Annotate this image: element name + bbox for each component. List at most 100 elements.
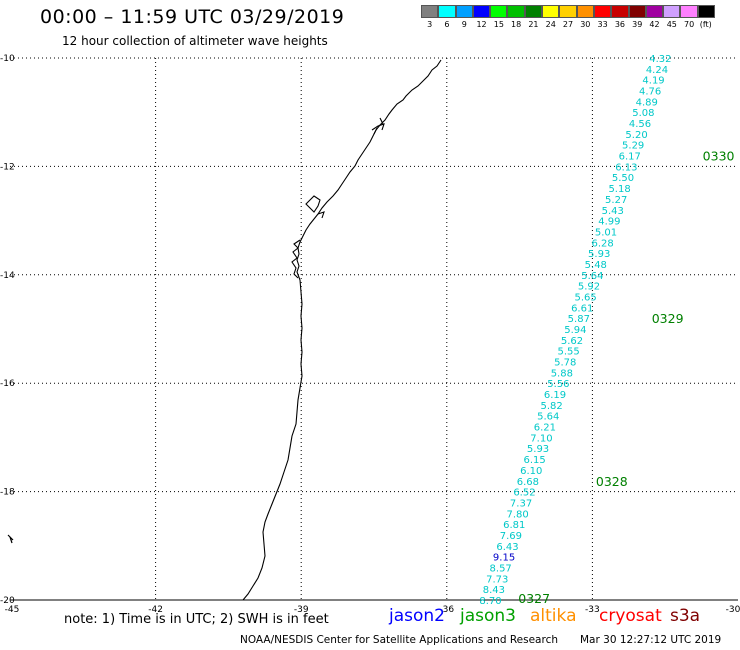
legend-swatch-2 bbox=[455, 5, 473, 18]
legend-swatch-10 bbox=[593, 5, 612, 18]
swh-value: 9.15 bbox=[493, 553, 515, 564]
legend-swatch-11 bbox=[611, 5, 629, 18]
pass-date-label: 0328 bbox=[596, 474, 628, 489]
swh-value: 7.73 bbox=[486, 574, 508, 585]
swh-value: 5.87 bbox=[568, 314, 590, 325]
swh-value: 4.32 bbox=[649, 54, 671, 65]
swh-value: 5.56 bbox=[547, 379, 569, 390]
swh-value: 5.62 bbox=[561, 336, 583, 347]
legend-label-7: 24 bbox=[545, 20, 556, 29]
swh-value: 5.64 bbox=[581, 271, 603, 282]
lat-tick-label: -10 bbox=[0, 54, 15, 64]
legend-label-9: 30 bbox=[580, 20, 591, 29]
legend-label-12: 39 bbox=[632, 20, 643, 29]
swh-value: 8.70 bbox=[479, 596, 501, 607]
swh-value: 6.21 bbox=[534, 423, 556, 434]
swh-value: 7.80 bbox=[507, 509, 529, 520]
coastline-detail-north bbox=[371, 117, 385, 135]
swh-value: 5.78 bbox=[554, 358, 576, 369]
swh-value: 5.64 bbox=[537, 412, 559, 423]
legend-label-4: 15 bbox=[493, 20, 504, 29]
legend-label-13: 42 bbox=[649, 20, 660, 29]
page-title: 00:00 – 11:59 UTC 03/29/2019 bbox=[40, 6, 345, 28]
swh-value: 8.43 bbox=[483, 585, 505, 596]
swh-value: 4.56 bbox=[629, 119, 651, 130]
legend-swatch-7 bbox=[542, 5, 560, 18]
legend-label-15: 70 bbox=[684, 20, 695, 29]
swh-value: 6.52 bbox=[513, 488, 535, 499]
swh-value: 6.68 bbox=[517, 477, 539, 488]
swh-value: 5.50 bbox=[612, 173, 634, 184]
lon-tick-label: -45 bbox=[5, 605, 20, 615]
legend-label-14: 45 bbox=[666, 20, 677, 29]
swh-value: 5.93 bbox=[527, 444, 549, 455]
swh-value: 5.93 bbox=[588, 249, 610, 260]
legend-swatch-9 bbox=[576, 5, 594, 18]
page-subtitle: 12 hour collection of altimeter wave hei… bbox=[62, 34, 328, 48]
coastline-detail-bay bbox=[305, 195, 325, 219]
legend-swatch-0 bbox=[421, 5, 439, 18]
swh-value: 7.37 bbox=[510, 498, 532, 509]
swh-value: 5.48 bbox=[585, 260, 607, 271]
lon-tick-label: -33 bbox=[585, 605, 600, 615]
satellite-jason3: jason3 bbox=[460, 606, 516, 626]
swh-value: 5.65 bbox=[574, 292, 596, 303]
legend-swatch-4 bbox=[490, 5, 508, 18]
swh-value: 4.89 bbox=[636, 97, 658, 108]
pass-date-label: 0327 bbox=[518, 591, 550, 606]
lat-tick-label: -18 bbox=[0, 488, 15, 498]
legend-label-1: 6 bbox=[444, 20, 450, 29]
legend-swatches bbox=[421, 5, 716, 18]
legend-label-10: 33 bbox=[597, 20, 608, 29]
legend-swatch-16 bbox=[697, 5, 716, 18]
swh-value: 5.29 bbox=[622, 141, 644, 152]
swh-value: 5.94 bbox=[564, 325, 586, 336]
coastline-detail-south bbox=[291, 239, 301, 279]
swh-value: 7.10 bbox=[530, 433, 552, 444]
legend-label-6: 21 bbox=[528, 20, 539, 29]
swh-value: 5.27 bbox=[605, 195, 627, 206]
legend-labels: 3 6 9 12 15 18 21 24 27 30 33 36 39 42 45 70 (ft) bbox=[421, 20, 715, 29]
legend-swatch-1 bbox=[438, 5, 456, 18]
legend-label-0: 3 bbox=[427, 20, 433, 29]
legend-swatch-14 bbox=[663, 5, 681, 18]
legend-label-5: 18 bbox=[511, 20, 522, 29]
swh-value: 6.61 bbox=[571, 303, 593, 314]
date-labels: 0330 0329 0328 0327 bbox=[518, 149, 734, 606]
legend-unit: (ft) bbox=[699, 20, 712, 29]
swh-value: 5.18 bbox=[608, 184, 630, 195]
lat-tick-label: -20 bbox=[0, 596, 15, 606]
footer-credit: NOAA/NESDIS Center for Satellite Applica… bbox=[240, 634, 558, 646]
altimeter-track: 4.324.244.194.764.895.084.565.205.296.17… bbox=[479, 54, 671, 607]
swh-value: 6.17 bbox=[619, 152, 641, 163]
legend-swatch-12 bbox=[628, 5, 646, 18]
swh-value: 5.20 bbox=[625, 130, 647, 141]
footer-timestamp: Mar 30 12:27:12 UTC 2019 bbox=[580, 634, 722, 646]
color-legend: 3 6 9 12 15 18 21 24 27 30 33 36 39 42 45 70 (ft) bbox=[421, 5, 716, 29]
swh-value: 7.69 bbox=[500, 531, 522, 542]
swh-value: 6.28 bbox=[591, 238, 613, 249]
lat-tick-label: -16 bbox=[0, 379, 15, 389]
legend-label-2: 9 bbox=[461, 20, 467, 29]
axis-tick-labels: -45 -42 -39 -36 -33 -30 -10 -12 -14 -16 -18 -20 bbox=[0, 54, 740, 615]
pass-date-label: 0330 bbox=[703, 149, 735, 164]
swh-value: 8.57 bbox=[490, 563, 512, 574]
lon-tick-label: -36 bbox=[439, 605, 454, 615]
swh-value: 6.81 bbox=[503, 520, 525, 531]
swh-value: 5.92 bbox=[578, 282, 600, 293]
lon-tick-label: -39 bbox=[294, 605, 309, 615]
legend-swatch-6 bbox=[524, 5, 543, 18]
legend-label-8: 27 bbox=[562, 20, 574, 29]
satellite-jason2: jason2 bbox=[389, 606, 445, 626]
lon-tick-label: -30 bbox=[726, 605, 740, 615]
swh-value: 6.13 bbox=[615, 162, 637, 173]
swh-value: 5.43 bbox=[602, 206, 624, 217]
note-text: note: 1) Time is in UTC; 2) SWH is in fe… bbox=[64, 612, 329, 627]
satellite-altika: altika bbox=[530, 606, 577, 626]
coastline bbox=[242, 59, 442, 601]
swh-value: 4.24 bbox=[646, 65, 668, 76]
legend-swatch-8 bbox=[559, 5, 577, 18]
swh-value: 5.88 bbox=[551, 368, 573, 379]
swh-value: 4.99 bbox=[598, 217, 620, 228]
